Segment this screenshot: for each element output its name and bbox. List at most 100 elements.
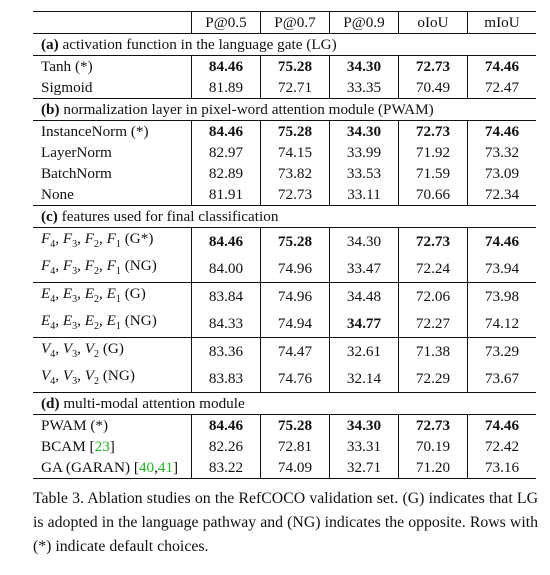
section-label: (a) [41, 36, 59, 53]
value-cell: 74.96 [260, 282, 330, 311]
table-row: E4, E3, E2, E1 (G) 83.84 74.96 34.48 72.06 73… [33, 282, 536, 311]
value-cell: 70.66 [398, 184, 468, 206]
value-cell: 32.61 [329, 337, 399, 366]
row-name: V4, V3, V2 (G) [33, 337, 192, 366]
value-cell: 73.29 [467, 337, 536, 366]
value-cell: 84.46 [191, 120, 261, 142]
row-name: V4, V3, V2 (NG) [41, 367, 135, 388]
value-cell: 73.09 [467, 163, 536, 184]
value-cell: 73.94 [467, 255, 536, 283]
section-header-row: (d) multi-modal attention module [33, 392, 536, 416]
row-name: InstanceNorm (*) [41, 123, 149, 140]
value-cell: 72.06 [398, 282, 468, 311]
value-cell: 34.30 [329, 227, 399, 256]
value-cell: 74.15 [260, 142, 330, 163]
header-row: P@0.5 P@0.7 P@0.9 oIoU mIoU [33, 11, 536, 34]
row-name: Sigmoid [41, 79, 93, 96]
header-blank-cell [33, 11, 192, 34]
table-row: F4, F3, F2, F1 (NG) 84.00 74.96 33.47 72.24 7… [33, 255, 536, 283]
value-cell: 74.76 [260, 365, 330, 393]
value-cell: 84.46 [191, 227, 261, 256]
row-name: LayerNorm [41, 144, 112, 161]
value-cell: 74.46 [467, 414, 536, 437]
row-name: F4, F3, F2, F1 (G*) [41, 230, 154, 251]
value-cell: 33.11 [329, 184, 399, 206]
value-cell: 74.46 [467, 120, 536, 142]
table-row: None 81.91 72.73 33.11 70.66 72.34 [33, 184, 536, 206]
row-name: None [41, 186, 74, 203]
value-cell: 72.29 [398, 365, 468, 393]
section-title: (c) features used for final classificati… [33, 205, 536, 228]
section-header-row: (c) features used for final classificati… [33, 205, 536, 228]
value-cell: 72.73 [398, 120, 468, 142]
section-header-row: (b) normalization layer in pixel-word at… [33, 98, 536, 121]
table-row: V4, V3, V2 (NG) 83.83 74.76 32.14 72.29 73.67 [33, 365, 536, 393]
section-label: (c) [41, 208, 58, 225]
value-cell: 34.30 [329, 414, 399, 437]
value-cell: 83.22 [191, 457, 261, 480]
value-cell: 84.00 [191, 255, 261, 283]
value-cell: 73.16 [467, 457, 536, 480]
row-name: E4, E3, E2, E1 (G) [33, 282, 192, 311]
value-cell: 74.46 [467, 227, 536, 256]
section-title-text: activation function in the language gate… [62, 36, 337, 53]
table-caption: Table 3. Ablation studies on the RefCOCO… [33, 490, 538, 555]
table-row: V4, V3, V2 (G) 83.36 74.47 32.61 71.38 73.29 [33, 337, 536, 366]
value-cell: 81.89 [191, 77, 261, 99]
header-cell: mIoU [467, 11, 536, 34]
row-name: E4, E3, E2, E1 (NG) [41, 312, 157, 333]
section-title: (d) multi-modal attention module [33, 392, 536, 416]
table-row: Tanh (*) 84.46 75.28 34.30 72.73 74.46 [33, 55, 536, 77]
value-cell: 33.31 [329, 436, 399, 458]
value-cell: 82.89 [191, 163, 261, 184]
value-cell: 71.59 [398, 163, 468, 184]
value-cell: 72.73 [260, 184, 330, 206]
table-row: GA (GARAN) [40,41] 83.22 74.09 32.71 71.20 73… [33, 457, 536, 480]
value-cell: 72.73 [398, 55, 468, 77]
header-cell: P@0.7 [260, 11, 330, 34]
value-cell: 72.34 [467, 184, 536, 206]
value-cell: 73.32 [467, 142, 536, 163]
section-title-text: multi-modal attention module [63, 395, 245, 413]
value-cell: 34.48 [329, 282, 399, 311]
value-cell: 32.14 [329, 365, 399, 393]
table-row: LayerNorm 82.97 74.15 33.99 71.92 73.32 [33, 142, 536, 163]
value-cell: 75.28 [260, 55, 330, 77]
value-cell: 32.71 [329, 457, 399, 480]
value-cell: 82.97 [191, 142, 261, 163]
table-row: Sigmoid 81.89 72.71 33.35 70.49 72.47 [33, 77, 536, 99]
value-cell: 71.20 [398, 457, 468, 480]
section-title-text: features used for final classification [61, 208, 279, 225]
row-name: BCAM [23] [41, 438, 115, 456]
value-cell: 72.73 [398, 227, 468, 256]
value-cell: 84.33 [191, 310, 261, 338]
table-row: InstanceNorm (*) 84.46 75.28 34.30 72.73 74.4… [33, 120, 536, 142]
value-cell: 71.38 [398, 337, 468, 366]
value-cell: 72.71 [260, 77, 330, 99]
header-cell: P@0.9 [329, 11, 399, 34]
value-cell: 72.42 [467, 436, 536, 458]
value-cell: 74.94 [260, 310, 330, 338]
header-cell: P@0.5 [191, 11, 261, 34]
table-row: BCAM [23] 82.26 72.81 33.31 70.19 72.42 [33, 436, 536, 458]
section-title-text: normalization layer in pixel-word attent… [63, 101, 434, 118]
row-name: BatchNorm [41, 165, 112, 182]
value-cell: 84.46 [191, 414, 261, 437]
value-cell: 33.47 [329, 255, 399, 283]
value-cell: 83.36 [191, 337, 261, 366]
table-row: BatchNorm 82.89 73.82 33.53 71.59 73.09 [33, 163, 536, 184]
value-cell: 71.92 [398, 142, 468, 163]
table-row: PWAM (*) 84.46 75.28 34.30 72.73 74.46 [33, 414, 536, 437]
section-header-row: (a) activation function in the language … [33, 33, 536, 56]
ablation-table: P@0.5 P@0.7 P@0.9 oIoU mIoU (a) activation fu… [33, 11, 536, 480]
value-cell: 74.96 [260, 255, 330, 283]
value-cell: 33.53 [329, 163, 399, 184]
value-cell: 72.24 [398, 255, 468, 283]
value-cell: 72.73 [398, 414, 468, 437]
value-cell: 70.19 [398, 436, 468, 458]
section-label: (b) [41, 101, 60, 118]
value-cell: 34.77 [329, 310, 399, 338]
value-cell: 74.47 [260, 337, 330, 366]
value-cell: 73.98 [467, 282, 536, 311]
value-cell: 82.26 [191, 436, 261, 458]
